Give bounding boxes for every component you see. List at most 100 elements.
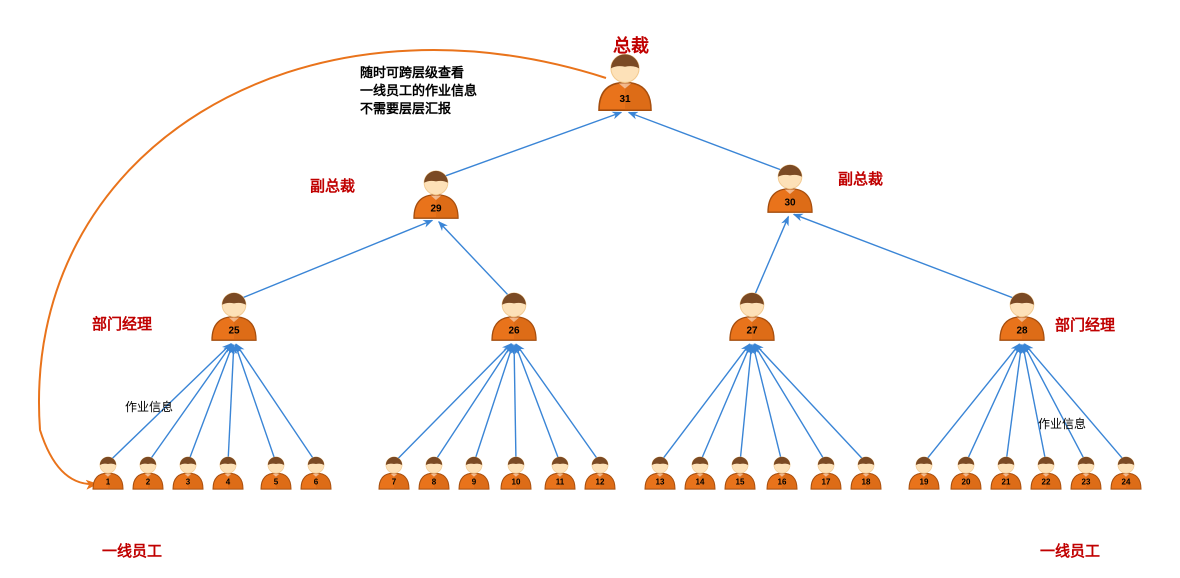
- person-id: 19: [920, 477, 929, 486]
- edge: [516, 344, 600, 462]
- edge: [439, 222, 514, 301]
- edge: [394, 344, 511, 463]
- cross-level-annotation: 随时可跨层级查看一线员工的作业信息不需要层层汇报: [360, 64, 477, 118]
- person-icon: 12: [585, 457, 615, 489]
- person-icon: 2: [133, 457, 163, 489]
- person-icon: 25: [212, 293, 256, 340]
- person-id: 31: [619, 94, 631, 105]
- label-president: 总裁: [613, 32, 649, 58]
- label-work-info-right: 作业信息: [1038, 415, 1086, 432]
- edge: [660, 344, 750, 463]
- person-icon: 7: [379, 457, 409, 489]
- edge: [228, 345, 234, 463]
- person-icon: 5: [261, 457, 291, 489]
- label-vp-left: 副总裁: [310, 175, 355, 196]
- person-id: 26: [508, 325, 520, 336]
- person-icon: 19: [909, 457, 939, 489]
- person-icon: 24: [1111, 457, 1141, 489]
- person-icon: 17: [811, 457, 841, 489]
- edge: [474, 345, 513, 463]
- edge: [1006, 345, 1021, 463]
- edge: [436, 112, 621, 179]
- org-tree-canvas: 3129302526272812345678910111213141516171…: [0, 0, 1180, 578]
- edge: [924, 344, 1019, 463]
- person-icon: 26: [492, 293, 536, 340]
- edge: [966, 345, 1020, 463]
- person-id: 5: [274, 477, 279, 486]
- person-id: 13: [656, 477, 665, 486]
- edge: [629, 112, 790, 173]
- person-id: 20: [962, 477, 971, 486]
- person-id: 11: [556, 477, 565, 486]
- person-id: 15: [736, 477, 745, 486]
- person-id: 14: [696, 477, 705, 486]
- label-work-info-left: 作业信息: [125, 398, 173, 415]
- label-mgr-right: 部门经理: [1055, 314, 1115, 335]
- person-icon: 14: [685, 457, 715, 489]
- person-id: 16: [778, 477, 787, 486]
- person-id: 7: [392, 477, 397, 486]
- person-icon: 23: [1071, 457, 1101, 489]
- label-frontline-left: 一线员工: [102, 540, 162, 561]
- label-frontline-right: 一线员工: [1040, 540, 1100, 561]
- person-icon: 4: [213, 457, 243, 489]
- person-icon: 22: [1031, 457, 1061, 489]
- person-icon: 27: [730, 293, 774, 340]
- person-id: 29: [430, 203, 442, 214]
- edge: [1024, 344, 1086, 462]
- person-icon: 15: [725, 457, 755, 489]
- person-icon: 29: [414, 171, 458, 218]
- edge: [515, 345, 560, 463]
- person-id: 1: [106, 477, 111, 486]
- person-icon: 1: [93, 457, 123, 489]
- person-icon: 6: [301, 457, 331, 489]
- person-id: 8: [432, 477, 437, 486]
- person-id: 9: [472, 477, 477, 486]
- connections-layer: 3129302526272812345678910111213141516171…: [0, 0, 1180, 578]
- edge: [514, 345, 516, 463]
- person-id: 12: [596, 477, 605, 486]
- edge: [234, 220, 432, 301]
- edge: [755, 344, 866, 463]
- person-icon: 20: [951, 457, 981, 489]
- edge: [700, 345, 750, 463]
- person-id: 25: [228, 325, 240, 336]
- person-icon: 3: [173, 457, 203, 489]
- person-id: 17: [822, 477, 831, 486]
- edge: [235, 345, 276, 463]
- person-id: 22: [1042, 477, 1051, 486]
- label-vp-right: 副总裁: [838, 168, 883, 189]
- person-icon: 13: [645, 457, 675, 489]
- edge: [753, 345, 782, 463]
- edge: [754, 344, 826, 462]
- cross-level-arrow: [39, 50, 606, 484]
- person-id: 3: [186, 477, 191, 486]
- person-id: 30: [784, 197, 796, 208]
- edge: [794, 214, 1022, 301]
- person-icon: 21: [991, 457, 1021, 489]
- person-icon: 9: [459, 457, 489, 489]
- person-id: 18: [862, 477, 871, 486]
- person-id: 10: [512, 477, 521, 486]
- edge: [188, 345, 233, 463]
- person-id: 27: [746, 325, 758, 336]
- person-id: 28: [1016, 325, 1028, 336]
- edges: [108, 112, 1126, 462]
- edge: [740, 345, 752, 463]
- edge: [434, 344, 512, 462]
- label-mgr-left: 部门经理: [92, 313, 152, 334]
- person-id: 6: [314, 477, 319, 486]
- person-id: 24: [1122, 477, 1131, 486]
- person-id: 21: [1002, 477, 1011, 486]
- person-icon: 18: [851, 457, 881, 489]
- person-id: 2: [146, 477, 151, 486]
- nodes: 3129302526272812345678910111213141516171…: [93, 54, 1141, 489]
- edge: [1025, 344, 1126, 463]
- person-id: 23: [1082, 477, 1091, 486]
- person-icon: 30: [768, 165, 812, 212]
- cross-level-curve: [39, 50, 606, 484]
- person-icon: 16: [767, 457, 797, 489]
- edge: [236, 344, 316, 462]
- person-id: 4: [226, 477, 231, 486]
- person-icon: 28: [1000, 293, 1044, 340]
